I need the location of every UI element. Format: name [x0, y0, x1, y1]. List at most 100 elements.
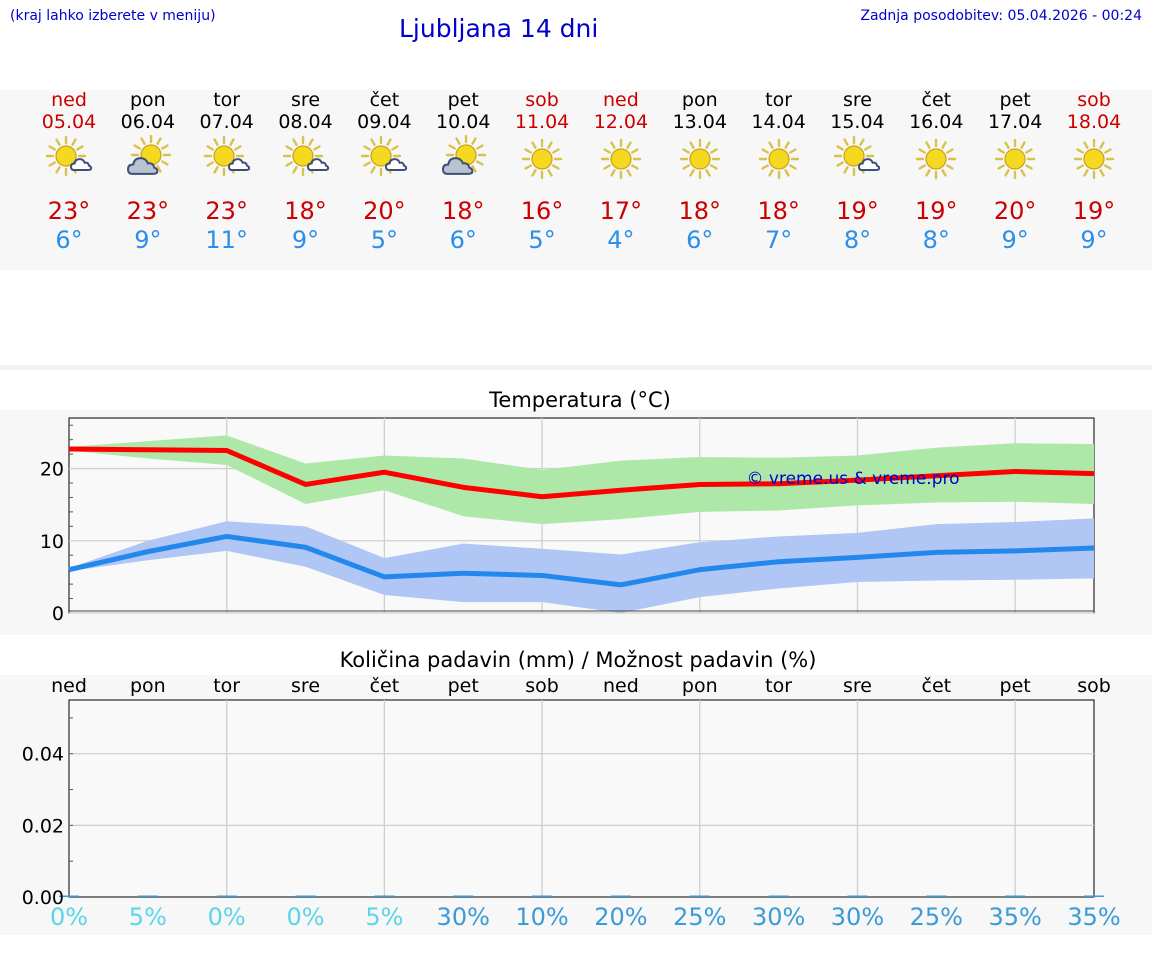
precipitation-y-tick-label: 0.04 [22, 744, 64, 766]
day-date: 12.04 [593, 111, 649, 133]
precipitation-day-label: pon [129, 675, 166, 697]
day-name: sob [1077, 89, 1111, 111]
sun-cloud-icon [282, 135, 330, 183]
sun-icon [676, 135, 724, 183]
max-temperature: 18° [757, 197, 800, 225]
precipitation-bar [847, 895, 868, 897]
min-temperature: 5° [370, 226, 399, 254]
precipitation-probability: 0% [286, 903, 325, 931]
max-temperature: 19° [1072, 197, 1116, 225]
precipitation-probability: 30% [830, 903, 885, 931]
day-name: sob [525, 89, 559, 111]
day-name: čet [921, 89, 952, 111]
min-temperature: 9° [291, 226, 320, 254]
day-name: čet [369, 89, 400, 111]
max-temperature-range-band [69, 435, 1094, 525]
precipitation-probability: 0% [49, 903, 89, 931]
precipitation-bar [374, 895, 395, 897]
precipitation-day-label: pon [681, 675, 718, 697]
precipitation-y-tick-label: 0.02 [22, 815, 64, 837]
precipitation-bar [59, 895, 79, 897]
max-temperature: 23° [126, 197, 170, 225]
day-date: 08.04 [278, 111, 333, 133]
menu-note: (kraj lahko izberete v meniju) [10, 8, 216, 24]
day-name: ned [51, 89, 87, 111]
min-temperature: 9° [1080, 226, 1108, 254]
page-title: Ljubljana 14 dni [399, 14, 599, 43]
last-update: Zadnja posodobitev: 05.04.2026 - 00:24 [860, 8, 1142, 24]
day-name: pon [129, 89, 166, 111]
precipitation-probability: 5% [128, 903, 167, 931]
precipitation-bar [689, 895, 710, 897]
min-temperature: 8° [843, 226, 872, 254]
day-date: 17.04 [987, 111, 1043, 133]
day-date: 10.04 [436, 111, 491, 133]
day-name: ned [603, 89, 639, 111]
sun-cloud-icon [360, 135, 408, 183]
min-temperature: 6° [449, 226, 477, 254]
min-temperature: 8° [922, 226, 950, 254]
precipitation-day-label: ned [51, 675, 87, 697]
precipitation-probability: 35% [988, 903, 1042, 931]
day-date: 18.04 [1066, 111, 1122, 133]
day-date: 16.04 [909, 111, 964, 133]
precipitation-day-label: čet [369, 675, 400, 697]
precipitation-bar [137, 895, 158, 897]
precipitation-probability: 35% [1067, 903, 1121, 931]
precipitation-day-label: sob [1077, 675, 1111, 697]
precipitation-day-label: tor [765, 675, 793, 697]
min-temperature: 6° [686, 226, 714, 254]
min-temperature-range-band [69, 518, 1094, 613]
max-temperature: 20° [363, 197, 406, 225]
sun-icon [912, 135, 960, 183]
precipitation-day-label: čet [921, 675, 952, 697]
precipitation-probability: 25% [909, 903, 963, 931]
day-name: sre [291, 89, 321, 111]
max-temperature: 23° [47, 197, 91, 225]
cloud-sun-icon [124, 134, 172, 183]
precipitation-bar [926, 895, 947, 897]
precipitation-bar [453, 895, 474, 897]
day-date: 05.04 [41, 111, 97, 133]
precipitation-probability: 30% [751, 903, 806, 931]
forecast-strip-background [0, 90, 1152, 270]
precipitation-probability: 30% [436, 903, 490, 931]
sun-icon [518, 135, 566, 183]
temperature-y-tick-label: 20 [40, 459, 64, 481]
precipitation-bar [610, 895, 631, 897]
sun-icon [755, 135, 803, 183]
precipitation-y-tick-label: 0.00 [22, 887, 64, 909]
day-date: 13.04 [672, 111, 727, 133]
day-name: tor [765, 89, 793, 111]
day-name: pon [681, 89, 718, 111]
sun-cloud-icon [203, 135, 251, 183]
min-temperature: 11° [205, 226, 248, 254]
precipitation-probability: 25% [673, 903, 727, 931]
max-temperature: 19° [836, 197, 879, 225]
precipitation-chart: 0.00 0.02 0.04 [22, 699, 1104, 909]
temperature-y-tick-label: 0 [52, 603, 64, 625]
precipitation-bar [216, 895, 237, 897]
precipitation-bar [768, 895, 789, 897]
precipitation-chart-title: Količina padavin (mm) / Možnost padavin … [339, 648, 817, 672]
precipitation-plot-area [68, 699, 1095, 898]
min-temperature: 4° [607, 226, 635, 254]
sun-cloud-icon [833, 135, 881, 183]
temperature-y-tick-label: 10 [40, 531, 64, 553]
section-divider [0, 365, 1152, 370]
day-date: 07.04 [199, 111, 254, 133]
precipitation-bar [1005, 895, 1026, 897]
precipitation-day-label: tor [213, 675, 241, 697]
precipitation-day-label: pet [447, 675, 479, 697]
sun-cloud-icon [45, 135, 93, 183]
cloud-sun-icon [439, 134, 487, 183]
day-date: 14.04 [751, 111, 806, 133]
precipitation-probability: 10% [515, 903, 569, 931]
min-temperature-line [68, 533, 1095, 588]
sun-icon [991, 135, 1039, 183]
sun-icon [1070, 135, 1118, 183]
max-temperature: 18° [284, 197, 327, 225]
sun-icon [597, 135, 645, 183]
max-temperature: 16° [520, 197, 564, 225]
max-temperature: 18° [441, 197, 485, 225]
